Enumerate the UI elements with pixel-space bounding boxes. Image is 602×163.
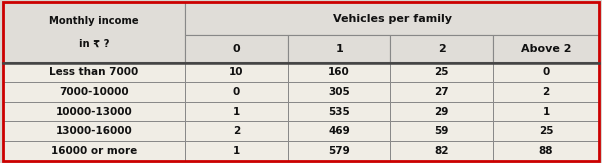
Bar <box>391 141 493 161</box>
Bar <box>391 102 493 121</box>
Bar <box>391 121 493 141</box>
Bar <box>185 2 599 35</box>
Text: 0: 0 <box>233 87 240 97</box>
Text: Vehicles per family: Vehicles per family <box>332 14 452 24</box>
Bar <box>185 102 288 121</box>
Bar <box>3 82 185 102</box>
Text: 10000-13000: 10000-13000 <box>56 107 132 117</box>
Text: 82: 82 <box>435 146 449 156</box>
Text: 59: 59 <box>435 126 449 136</box>
Bar <box>391 82 493 102</box>
Text: 25: 25 <box>539 126 553 136</box>
Bar <box>185 141 288 161</box>
Text: Monthly income

in ₹ ?: Monthly income in ₹ ? <box>49 16 139 49</box>
Bar <box>493 35 599 63</box>
Bar <box>3 141 185 161</box>
Bar <box>3 102 185 121</box>
Bar <box>493 121 599 141</box>
Text: 0: 0 <box>232 44 240 54</box>
Text: Less than 7000: Less than 7000 <box>49 67 138 77</box>
Bar <box>391 63 493 82</box>
Bar <box>288 102 391 121</box>
Text: 16000 or more: 16000 or more <box>51 146 137 156</box>
Text: 1: 1 <box>542 107 550 117</box>
Text: 88: 88 <box>539 146 553 156</box>
Text: 13000-16000: 13000-16000 <box>56 126 132 136</box>
Bar <box>185 35 288 63</box>
Text: 1: 1 <box>233 107 240 117</box>
Text: 305: 305 <box>328 87 350 97</box>
Bar <box>288 82 391 102</box>
Bar <box>493 141 599 161</box>
Text: 10: 10 <box>229 67 244 77</box>
Text: Above 2: Above 2 <box>521 44 571 54</box>
Text: 2: 2 <box>233 126 240 136</box>
Bar <box>185 82 288 102</box>
Bar <box>3 2 185 63</box>
Text: 579: 579 <box>328 146 350 156</box>
Text: 535: 535 <box>328 107 350 117</box>
Bar <box>3 121 185 141</box>
Text: 27: 27 <box>435 87 449 97</box>
Bar <box>185 63 288 82</box>
Text: 1: 1 <box>233 146 240 156</box>
Text: 29: 29 <box>435 107 449 117</box>
Text: 25: 25 <box>435 67 449 77</box>
Bar <box>493 102 599 121</box>
Bar <box>391 35 493 63</box>
Text: 160: 160 <box>328 67 350 77</box>
Bar <box>288 121 391 141</box>
Bar <box>288 141 391 161</box>
Text: 0: 0 <box>542 67 550 77</box>
Bar <box>493 63 599 82</box>
Text: 7000-10000: 7000-10000 <box>59 87 129 97</box>
Text: 469: 469 <box>328 126 350 136</box>
Text: 2: 2 <box>438 44 445 54</box>
Bar <box>288 35 391 63</box>
Bar <box>288 63 391 82</box>
Bar <box>493 82 599 102</box>
Text: 2: 2 <box>542 87 550 97</box>
Bar <box>185 121 288 141</box>
Text: 1: 1 <box>335 44 343 54</box>
Bar <box>3 63 185 82</box>
